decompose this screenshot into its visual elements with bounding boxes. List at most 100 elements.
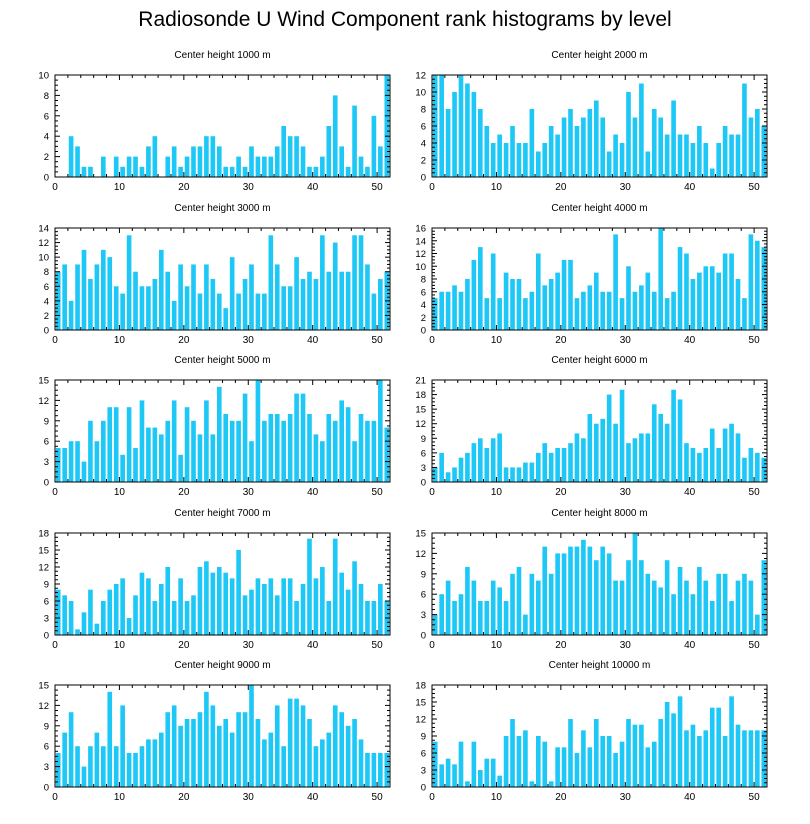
bar	[503, 601, 509, 635]
bar	[204, 691, 209, 787]
bar	[445, 472, 451, 482]
y-tick-label: 2	[421, 156, 426, 167]
bar	[197, 567, 203, 635]
bar	[184, 286, 190, 330]
bar	[613, 753, 618, 787]
bar	[639, 285, 644, 330]
bar	[664, 560, 670, 635]
bar	[133, 753, 138, 787]
bar	[742, 83, 747, 177]
bar	[658, 719, 664, 787]
bar	[613, 580, 618, 635]
bar	[210, 279, 216, 330]
bar	[281, 578, 287, 635]
y-tick-label: 6	[44, 742, 49, 753]
bar	[574, 433, 580, 482]
y-tick-label: 0	[421, 173, 426, 184]
bar	[371, 420, 377, 482]
bar	[216, 386, 222, 482]
bar	[587, 109, 593, 177]
x-tick-label: 50	[372, 640, 384, 651]
bar	[184, 719, 190, 787]
bar	[484, 758, 490, 787]
bar	[191, 146, 196, 177]
bar	[574, 298, 580, 330]
y-tick-label: 9	[421, 434, 426, 445]
bar	[613, 234, 618, 330]
bar	[626, 719, 631, 787]
bar	[171, 300, 177, 330]
bar	[120, 705, 125, 787]
bar	[255, 719, 261, 787]
x-tick-label: 40	[684, 487, 696, 498]
panel-3: Center height 3000 m 0 10 20 30 40 50 0 2 4 6 8 10 12…	[38, 203, 391, 346]
y-tick-label: 21	[415, 376, 426, 387]
bar	[600, 546, 606, 635]
bar	[81, 766, 87, 787]
bar	[332, 705, 338, 787]
panel-title: Center height 3000 m	[174, 203, 270, 214]
bar	[216, 293, 222, 330]
bar	[287, 698, 293, 787]
y-tick-label: 6	[421, 749, 426, 760]
bar	[632, 533, 638, 635]
bar	[274, 595, 280, 635]
bar	[709, 168, 715, 177]
y-tick-label: 6	[421, 122, 426, 133]
bar	[510, 573, 515, 635]
bar	[320, 441, 325, 482]
bar	[339, 572, 345, 635]
y-tick-label: 10	[38, 253, 49, 264]
x-tick-label: 0	[52, 182, 58, 193]
bar	[371, 115, 377, 177]
bar	[568, 443, 573, 482]
bar	[307, 719, 312, 787]
x-tick-label: 40	[684, 640, 696, 651]
bar	[600, 291, 606, 330]
bar	[345, 166, 351, 177]
bar	[548, 452, 554, 482]
bar	[320, 235, 325, 330]
y-tick-label: 4	[44, 132, 49, 143]
panel-title: Center height 2000 m	[551, 50, 647, 61]
x-tick-label: 0	[52, 640, 58, 651]
bar	[561, 747, 567, 787]
bar	[210, 434, 216, 482]
bar	[529, 781, 535, 787]
y-tick-label: 8	[44, 267, 49, 278]
bar	[477, 247, 483, 330]
bar	[113, 746, 119, 787]
bar	[542, 546, 548, 635]
bar	[548, 126, 554, 177]
bar	[378, 146, 383, 177]
y-tick-label: 16	[415, 224, 426, 235]
bar	[88, 420, 93, 482]
bar	[223, 572, 229, 635]
bar	[735, 724, 741, 787]
bar	[735, 134, 741, 177]
y-tick-label: 15	[38, 376, 49, 387]
y-tick-label: 9	[421, 569, 426, 580]
bar	[365, 166, 370, 177]
bar	[742, 730, 747, 787]
bar	[100, 601, 106, 635]
bar	[352, 105, 357, 177]
bar	[281, 126, 287, 177]
x-tick-label: 50	[749, 182, 761, 193]
x-tick-label: 40	[307, 335, 319, 346]
y-tick-label: 4	[44, 296, 49, 307]
panel-6: Center height 6000 m 0 10 20 30 40 50 0 3 6 9 12 15 1…	[415, 355, 768, 498]
bar	[671, 713, 676, 787]
bar	[120, 578, 125, 635]
bar	[490, 580, 496, 635]
bar	[503, 143, 509, 177]
bar	[249, 146, 254, 177]
bar	[384, 75, 390, 177]
y-tick-label: 14	[415, 236, 426, 247]
bar	[439, 75, 444, 177]
bar	[645, 573, 651, 635]
y-tick-label: 6	[44, 282, 49, 293]
bar	[626, 266, 631, 330]
x-tick-label: 30	[243, 792, 255, 803]
bar	[287, 414, 293, 482]
